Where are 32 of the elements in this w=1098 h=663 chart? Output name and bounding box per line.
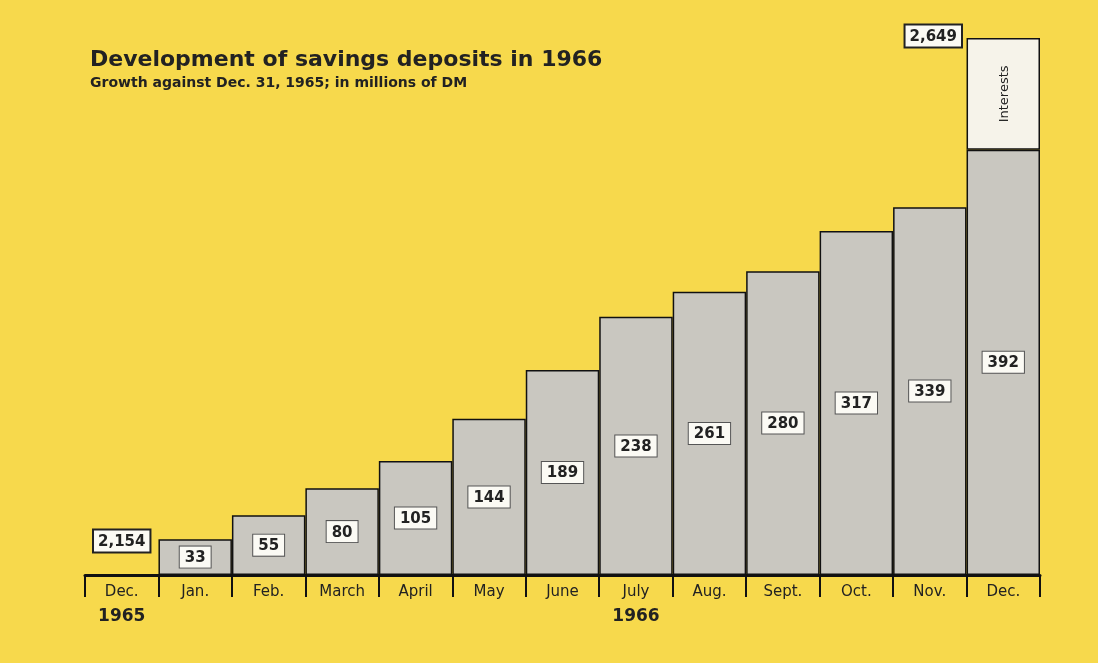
x-tick-label: July — [621, 581, 650, 600]
data-label: 55 — [258, 536, 280, 555]
data-label: 144 — [473, 487, 505, 506]
chart-title: Development of savings deposits in 1966 — [90, 45, 603, 71]
text: Growth against Dec. 31, 1965; in millions of DM — [90, 74, 468, 90]
data-label: 280 — [767, 414, 799, 433]
data-label: 238 — [620, 436, 652, 455]
data-label: 261 — [693, 424, 726, 443]
x-tick-label: Dec. — [986, 581, 1021, 600]
text: 1965 — [98, 605, 146, 625]
data-label: 392 — [987, 353, 1019, 372]
x-tick-label: June — [545, 581, 579, 600]
x-tick-label: March — [319, 581, 365, 600]
annotation: 2,649 — [909, 27, 957, 45]
x-tick-label: Nov. — [913, 581, 947, 600]
data-label: 80 — [331, 522, 353, 541]
x-tick-label: Aug. — [692, 581, 727, 600]
data-label: 339 — [914, 382, 946, 401]
series-label: Interests — [995, 65, 1011, 123]
x-tick-label: May — [473, 581, 505, 600]
x-tick-label: Oct. — [840, 581, 872, 600]
data-label: 33 — [184, 548, 206, 567]
x-tick-label: Dec. — [104, 581, 139, 600]
x-tick-label: Sept. — [763, 581, 803, 600]
text: 1966 — [612, 605, 660, 625]
data-label: 105 — [399, 509, 432, 528]
data-label: 189 — [546, 463, 579, 482]
x-tick-label: Jan. — [180, 581, 210, 600]
data-label: 317 — [840, 394, 872, 413]
annotation: 2,154 — [98, 532, 146, 550]
x-tick-label: Feb. — [252, 581, 285, 600]
x-tick-label: April — [398, 581, 433, 600]
